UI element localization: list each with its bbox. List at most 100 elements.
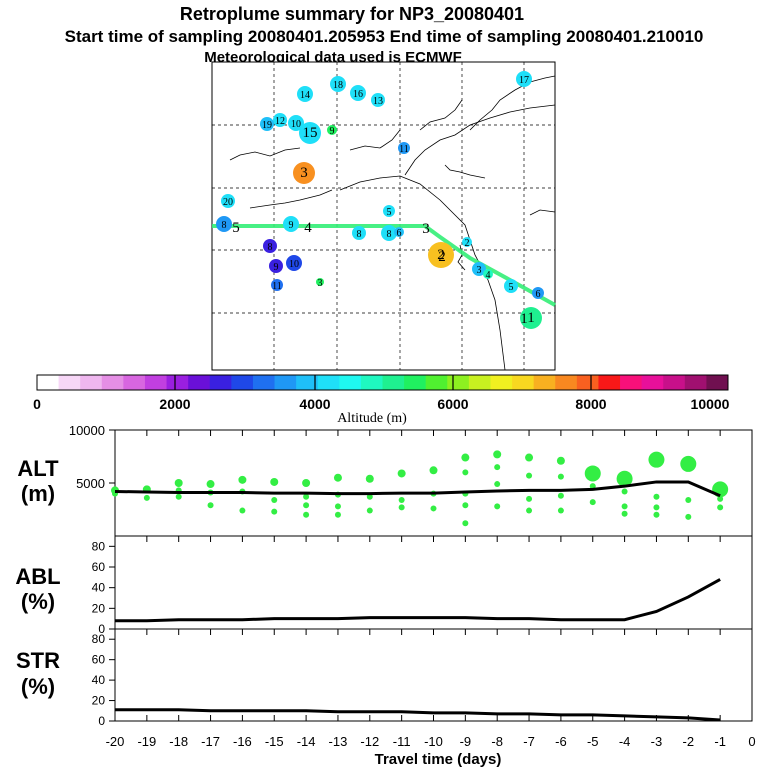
map-cluster-marker bbox=[273, 113, 287, 127]
alt-cluster-point bbox=[366, 493, 373, 500]
abl-ytick-label: 80 bbox=[92, 539, 106, 553]
alt-cluster-point bbox=[589, 483, 596, 490]
alt-cluster-point bbox=[526, 507, 533, 514]
abl-ytick-label: 40 bbox=[92, 581, 106, 595]
colorbar-cell bbox=[58, 375, 81, 390]
x-tick-label: -11 bbox=[393, 734, 411, 749]
map-cluster-marker bbox=[532, 287, 544, 299]
trajectory-label-2: 2 bbox=[438, 249, 446, 265]
map-cluster-marker bbox=[297, 86, 313, 102]
colorbar-label: Altitude (m) bbox=[337, 411, 407, 426]
alt-cluster-point bbox=[238, 475, 247, 484]
x-tick-label: -13 bbox=[329, 734, 348, 749]
map-cluster-marker bbox=[286, 255, 302, 271]
map-frame bbox=[211, 61, 556, 371]
colorbar-cell bbox=[209, 375, 232, 390]
colorbar-cell bbox=[80, 375, 103, 390]
abl-ytick-label: 20 bbox=[92, 601, 106, 615]
alt-cluster-point bbox=[270, 477, 279, 486]
abl-ytick-label: 60 bbox=[92, 560, 106, 574]
colorbar-cell bbox=[360, 375, 383, 390]
str-ytick-label: 40 bbox=[92, 673, 106, 687]
alt-ytick-label: 10000 bbox=[69, 423, 105, 438]
colorbar-cell bbox=[663, 375, 686, 390]
colorbar-tick-2000: 2000 bbox=[159, 396, 190, 412]
x-tick-label: -20 bbox=[106, 734, 125, 749]
alt-cluster-point bbox=[526, 495, 533, 502]
alt-cluster-point bbox=[653, 511, 660, 518]
alt-cluster-point bbox=[334, 511, 341, 518]
str-plot: 0 20 40 60 80 bbox=[92, 632, 721, 728]
map-cluster-marker bbox=[350, 85, 366, 101]
map-cluster-label: 4 bbox=[486, 270, 491, 281]
map-cluster-label: 17 bbox=[519, 75, 529, 86]
alt-cluster-point bbox=[334, 503, 341, 510]
map-cluster-label: 10 bbox=[291, 119, 301, 130]
colorbar-cell bbox=[166, 375, 189, 390]
colorbar-cell bbox=[188, 375, 211, 390]
map-cluster-marker bbox=[483, 269, 493, 279]
str-panel-frame bbox=[114, 628, 753, 722]
alt-cluster-point bbox=[557, 492, 564, 499]
colorbar-cell bbox=[382, 375, 405, 390]
colorbar-cell bbox=[339, 375, 362, 390]
map-cluster-marker bbox=[383, 205, 395, 217]
map-cluster-label: 11 bbox=[399, 144, 409, 155]
alt-ylabel: ALT bbox=[17, 456, 59, 481]
x-tick-label: -3 bbox=[651, 734, 663, 749]
map-cluster-marker bbox=[299, 122, 321, 144]
map-cluster-marker bbox=[394, 227, 404, 237]
map-cluster-label: 20 bbox=[223, 197, 233, 208]
alt-cluster-point bbox=[494, 464, 501, 471]
str-ylabel-unit: (%) bbox=[21, 674, 55, 699]
colorbar-cell bbox=[490, 375, 513, 390]
alt-cluster-point bbox=[525, 453, 534, 462]
map-cluster-label: 16 bbox=[353, 89, 363, 100]
map-cluster-marker bbox=[316, 278, 324, 286]
trajectory-label-1: 1 bbox=[520, 311, 528, 327]
str-ytick-label: 80 bbox=[92, 632, 106, 646]
x-tick-label: -17 bbox=[201, 734, 220, 749]
alt-cluster-point bbox=[397, 469, 406, 478]
alt-cluster-point bbox=[333, 473, 342, 482]
str-line bbox=[115, 708, 721, 722]
map-cluster-label: 14 bbox=[300, 90, 310, 101]
alt-cluster-point bbox=[589, 499, 596, 506]
str-ylabel: STR bbox=[16, 648, 60, 673]
map-cluster-marker bbox=[330, 76, 346, 92]
alt-ytick-label: 5000 bbox=[76, 476, 105, 491]
colorbar-cell bbox=[317, 375, 340, 390]
map-cluster-label: 10 bbox=[289, 259, 299, 270]
alt-cluster-point bbox=[239, 507, 246, 514]
x-tick-label: -15 bbox=[265, 734, 284, 749]
x-tick-label: -2 bbox=[683, 734, 695, 749]
trajectory-label-5: 5 bbox=[232, 220, 240, 236]
abl-panel-frame bbox=[114, 535, 753, 630]
colorbar-cell bbox=[576, 375, 599, 390]
abl-ytick-label: 0 bbox=[98, 622, 105, 636]
map-cluster-label: 8 bbox=[222, 220, 227, 231]
alt-cluster-point bbox=[462, 502, 469, 509]
alt-cluster-point bbox=[493, 450, 502, 459]
colorbar-tick-4000: 4000 bbox=[299, 396, 330, 412]
colorbar-cell bbox=[641, 375, 664, 390]
colorbar-cell bbox=[231, 375, 254, 390]
map-cluster-marker bbox=[260, 117, 274, 131]
map-cluster-label: 3 bbox=[477, 265, 482, 276]
x-tick-label: -9 bbox=[460, 734, 472, 749]
map-cluster-marker bbox=[327, 125, 337, 135]
alt-cluster-point bbox=[207, 502, 214, 509]
colorbar-cell bbox=[555, 375, 578, 390]
alt-cluster-point bbox=[429, 466, 438, 475]
x-tick-label: -7 bbox=[523, 734, 535, 749]
alt-cluster-point bbox=[494, 503, 501, 510]
map-cluster-marker bbox=[221, 194, 235, 208]
sampling-times: Start time of sampling 20080401.205953 E… bbox=[65, 27, 704, 46]
map-cluster-marker bbox=[263, 239, 277, 253]
map-cluster-marker bbox=[288, 115, 304, 131]
str-ytick-label: 0 bbox=[98, 714, 105, 728]
colorbar-cell bbox=[706, 375, 729, 390]
